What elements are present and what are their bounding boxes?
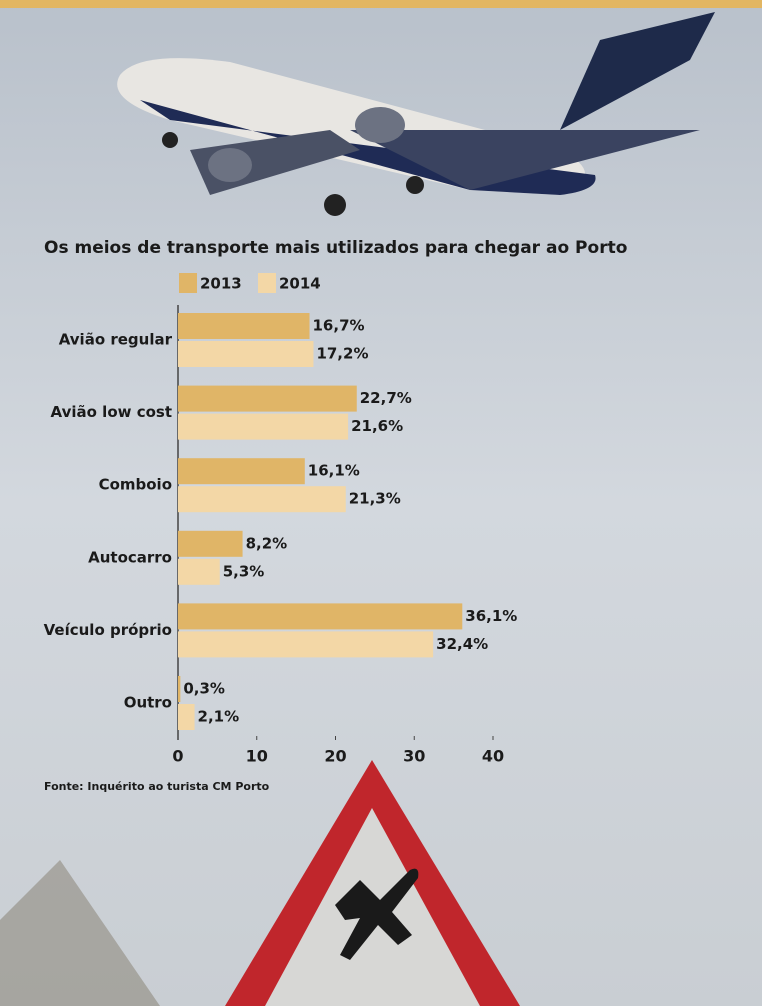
category-label: Autocarro	[88, 548, 172, 566]
legend-swatch	[179, 273, 197, 293]
value-label: 8,2%	[246, 534, 288, 552]
bar	[178, 313, 310, 339]
x-tick-label: 0	[172, 747, 183, 766]
value-label: 22,7%	[360, 389, 412, 407]
value-label: 2,1%	[198, 708, 240, 726]
value-label: 0,3%	[183, 680, 225, 698]
x-tick-label: 20	[324, 747, 346, 766]
x-tick-label: 40	[482, 747, 504, 766]
bar	[178, 386, 357, 412]
category-label: Outro	[124, 694, 172, 712]
bar	[178, 341, 313, 367]
value-label: 32,4%	[436, 635, 488, 653]
value-label: 17,2%	[316, 345, 368, 363]
bar	[178, 676, 180, 702]
value-label: 5,3%	[223, 562, 265, 580]
value-label: 21,6%	[351, 417, 403, 435]
legend-swatch	[258, 273, 276, 293]
category-label: Avião low cost	[51, 403, 172, 421]
value-label: 36,1%	[465, 607, 517, 625]
top-band	[0, 0, 762, 8]
bar	[178, 704, 195, 730]
value-label: 16,7%	[313, 317, 365, 335]
x-tick-label: 30	[403, 747, 425, 766]
bar	[178, 458, 305, 484]
category-label: Avião regular	[59, 331, 173, 349]
chart-title: Os meios de transporte mais utilizados p…	[44, 238, 627, 258]
bar	[178, 603, 462, 629]
value-label: 16,1%	[308, 462, 360, 480]
value-label: 21,3%	[349, 490, 401, 508]
source-note: Fonte: Inquérito ao turista CM Porto	[44, 780, 270, 793]
bar	[178, 559, 220, 585]
x-tick-label: 10	[246, 747, 268, 766]
category-label: Comboio	[99, 476, 172, 494]
bar	[178, 486, 346, 512]
bar	[178, 631, 433, 657]
legend-label: 2013	[200, 275, 242, 293]
legend-label: 2014	[279, 275, 321, 293]
bar	[178, 531, 243, 557]
chart: Os meios de transporte mais utilizados p…	[0, 0, 762, 1006]
category-label: Veículo próprio	[44, 621, 172, 639]
bar	[178, 414, 348, 440]
